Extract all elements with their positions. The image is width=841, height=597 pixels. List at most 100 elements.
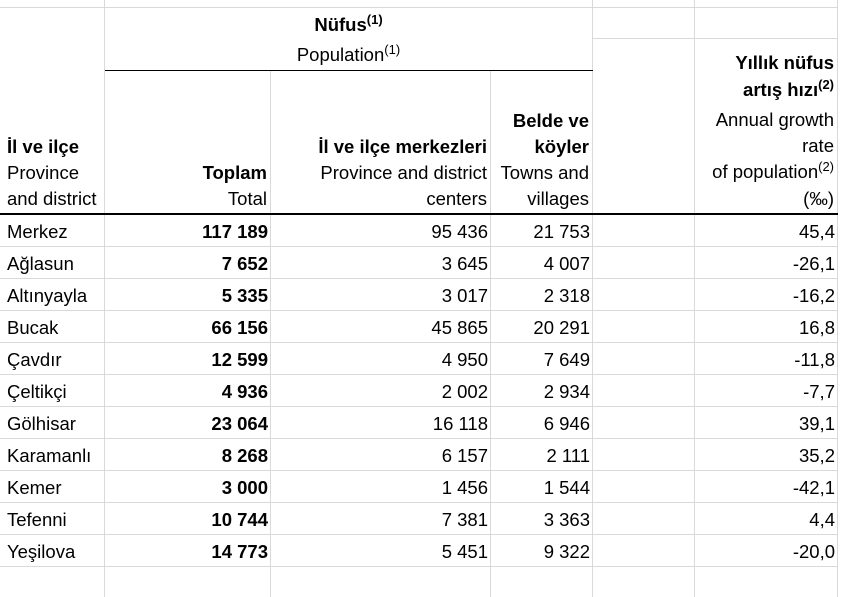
growth-header-subtitle-footnote: (2)	[818, 159, 834, 174]
header-cell-villages[interactable]: Belde ve köyler Towns and villages	[491, 71, 592, 213]
cell-district[interactable]: Tefenni	[7, 509, 67, 530]
cell-villages[interactable]: 2 318	[543, 285, 590, 306]
header-cell-centers[interactable]: İl ve ilçe merkezleri Province and distr…	[271, 71, 490, 213]
cell-total[interactable]: 14 773	[211, 541, 268, 562]
cell-villages[interactable]: 6 946	[543, 413, 590, 434]
header-cell-blank[interactable]	[593, 39, 694, 213]
cell-empty[interactable]	[593, 215, 695, 246]
cell-centers[interactable]: 3 645	[441, 253, 488, 274]
cell-total[interactable]: 10 744	[211, 509, 268, 530]
cell-villages[interactable]: 9 322	[543, 541, 590, 562]
cell-district[interactable]: Gölhisar	[7, 413, 76, 434]
cell-growth-rate[interactable]: -11,8	[794, 349, 835, 370]
centers-header-subtitle-line2: centers	[426, 188, 487, 209]
cell-growth-rate[interactable]: 39,1	[798, 413, 835, 434]
cell-empty[interactable]	[593, 343, 695, 374]
cell-empty[interactable]	[593, 471, 695, 502]
cell-growth-rate[interactable]: -20,0	[792, 541, 835, 562]
villages-header-subtitle-line1: Towns and	[500, 162, 589, 183]
cell-centers[interactable]: 6 157	[441, 445, 488, 466]
gridline-vertical	[694, 0, 695, 597]
cell-total[interactable]: 117 189	[202, 221, 268, 242]
cell-growth-rate[interactable]: 16,8	[798, 317, 835, 338]
population-title-footnote: (1)	[366, 12, 383, 27]
growth-header-unit: (‰)	[803, 188, 834, 209]
cell-villages[interactable]: 7 649	[543, 349, 590, 370]
gridline-vertical	[270, 71, 271, 597]
cell-district[interactable]: Yeşilova	[7, 541, 76, 562]
cell-growth-rate[interactable]: -42,1	[792, 477, 835, 498]
cell-villages[interactable]: 21 753	[533, 221, 590, 242]
cell-growth-rate[interactable]: -16,2	[792, 285, 835, 306]
table-body: Merkez 117 189 95 436 21 753 45,4 Ağlasu…	[0, 215, 838, 567]
villages-header-subtitle-line2: villages	[527, 188, 589, 209]
cell-empty[interactable]	[593, 247, 695, 278]
cell-district[interactable]: Ağlasun	[7, 253, 74, 274]
cell-centers[interactable]: 2 002	[441, 381, 488, 402]
cell-villages[interactable]: 4 007	[543, 253, 590, 274]
header-cell-district[interactable]: İl ve ilçe Province and district	[0, 8, 104, 213]
cell-total[interactable]: 3 000	[221, 477, 268, 498]
cell-villages[interactable]: 2 934	[543, 381, 590, 402]
table-row: Tefenni 10 744 7 381 3 363 4,4	[0, 503, 838, 535]
cell-district[interactable]: Altınyayla	[7, 285, 88, 306]
centers-header-title: İl ve ilçe merkezleri	[318, 136, 487, 157]
header-cell-total[interactable]: Toplam Total	[105, 71, 270, 213]
table-row: Bucak 66 156 45 865 20 291 16,8	[0, 311, 838, 343]
cell-total[interactable]: 66 156	[211, 317, 268, 338]
cell-district[interactable]: Merkez	[7, 221, 68, 242]
cell-growth-rate[interactable]: -7,7	[803, 381, 835, 402]
cell-total[interactable]: 4 936	[221, 381, 268, 402]
cell-centers[interactable]: 95 436	[431, 221, 488, 242]
population-subtitle: Population(1)	[105, 42, 592, 70]
cell-total[interactable]: 8 268	[221, 445, 268, 466]
cell-centers[interactable]: 3 017	[441, 285, 488, 306]
table-row: Gölhisar 23 064 16 118 6 946 39,1	[0, 407, 838, 439]
cell-villages[interactable]: 20 291	[533, 317, 590, 338]
table-row: Ağlasun 7 652 3 645 4 007 -26,1	[0, 247, 838, 279]
cell-centers[interactable]: 1 456	[441, 477, 488, 498]
cell-villages[interactable]: 2 111	[546, 445, 590, 466]
cell-empty[interactable]	[593, 279, 695, 310]
cell-total[interactable]: 23 064	[211, 413, 268, 434]
cell-centers[interactable]: 4 950	[441, 349, 488, 370]
population-subtitle-text: Population	[296, 44, 385, 65]
growth-header-title-line1: Yıllık nüfus	[735, 52, 834, 73]
cell-centers[interactable]: 7 381	[441, 509, 488, 530]
cell-growth-rate[interactable]: 4,4	[809, 509, 835, 530]
population-title-text: Nüfus	[314, 14, 367, 35]
cell-growth-rate[interactable]: 35,2	[798, 445, 835, 466]
cell-growth-rate[interactable]: -26,1	[792, 253, 835, 274]
table-row: Kemer 3 000 1 456 1 544 -42,1	[0, 471, 838, 503]
table-row: Altınyayla 5 335 3 017 2 318 -16,2	[0, 279, 838, 311]
cell-growth-rate[interactable]: 45,4	[798, 221, 835, 242]
cell-villages[interactable]: 1 544	[543, 477, 590, 498]
cell-total[interactable]: 12 599	[211, 349, 268, 370]
cell-empty[interactable]	[593, 407, 695, 438]
cell-empty[interactable]	[593, 503, 695, 534]
cell-district[interactable]: Karamanlı	[7, 445, 92, 466]
header-cell-growth[interactable]: Yıllık nüfus artış hızı(2) Annual growth…	[695, 39, 837, 213]
cell-empty[interactable]	[593, 311, 695, 342]
table-row: Çeltikçi 4 936 2 002 2 934 -7,7	[0, 375, 838, 407]
cell-district[interactable]: Kemer	[7, 477, 62, 498]
gridline-horizontal	[593, 38, 838, 39]
district-header-title: İl ve ilçe	[7, 136, 79, 157]
cell-villages[interactable]: 3 363	[543, 509, 590, 530]
header-cell-population[interactable]: Nüfus(1) Population(1)	[105, 8, 592, 70]
cell-empty[interactable]	[593, 535, 695, 566]
cell-total[interactable]: 7 652	[221, 253, 268, 274]
cell-centers[interactable]: 45 865	[431, 317, 488, 338]
table-row: Karamanlı 8 268 6 157 2 111 35,2	[0, 439, 838, 471]
gridline-vertical	[490, 71, 491, 597]
cell-empty[interactable]	[593, 375, 695, 406]
cell-district[interactable]: Bucak	[7, 317, 59, 338]
cell-district[interactable]: Çeltikçi	[7, 381, 67, 402]
cell-centers[interactable]: 16 118	[432, 413, 488, 434]
cell-centers[interactable]: 5 451	[441, 541, 488, 562]
cell-empty[interactable]	[593, 439, 695, 470]
cell-district[interactable]: Çavdır	[7, 349, 62, 370]
table-row: Yeşilova 14 773 5 451 9 322 -20,0	[0, 535, 838, 567]
cell-total[interactable]: 5 335	[221, 285, 268, 306]
population-subtitle-footnote: (1)	[384, 42, 401, 57]
